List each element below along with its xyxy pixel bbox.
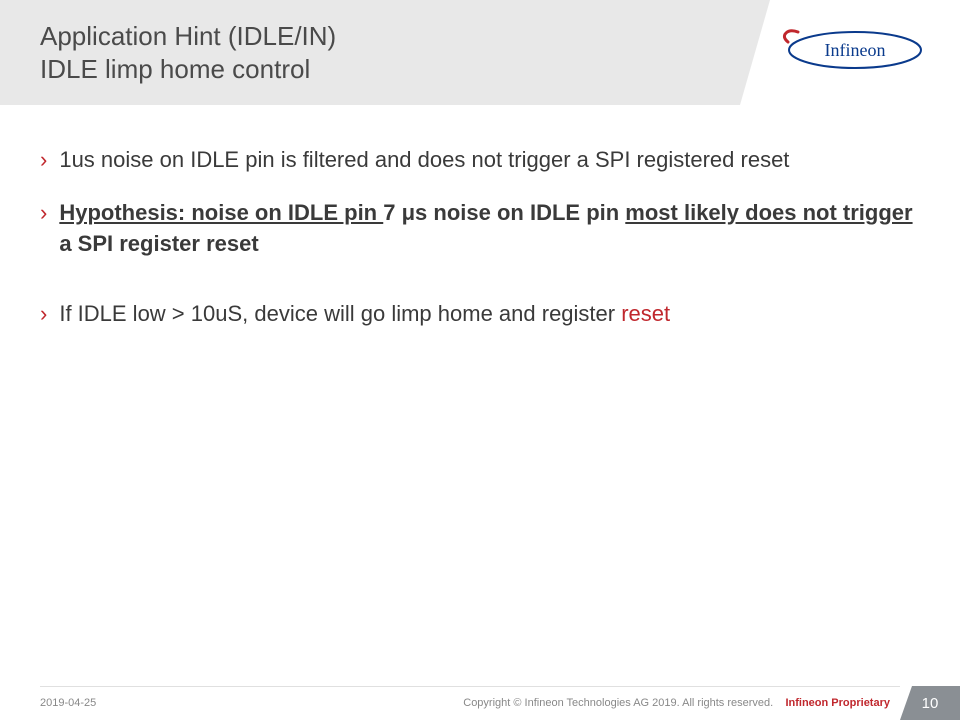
chevron-icon: ›: [40, 299, 47, 330]
bullet-text: If IDLE low > 10uS, device will go limp …: [59, 299, 670, 330]
page-number: 10: [922, 695, 939, 712]
slide-title: Application Hint (IDLE/IN) IDLE limp hom…: [40, 20, 336, 85]
footer-date: 2019-04-25: [40, 697, 96, 709]
brand-logo: Infineon: [780, 27, 930, 78]
slide-footer: 2019-04-25 Copyright © Infineon Technolo…: [0, 686, 960, 720]
bullet-item: ›Hypothesis: noise on IDLE pin 7 μs nois…: [40, 198, 920, 260]
title-line-1: Application Hint (IDLE/IN): [40, 20, 336, 53]
bullet-text: Hypothesis: noise on IDLE pin 7 μs noise…: [59, 198, 920, 260]
title-line-2: IDLE limp home control: [40, 53, 336, 86]
proprietary-label: Infineon Proprietary: [785, 697, 890, 709]
infineon-logo-icon: Infineon: [780, 27, 930, 73]
bullet-text: 1us noise on IDLE pin is filtered and do…: [59, 145, 789, 176]
svg-text:Infineon: Infineon: [825, 40, 886, 60]
slide-body: › 1us noise on IDLE pin is filtered and d…: [0, 105, 960, 330]
chevron-icon: ›: [40, 198, 47, 260]
page-number-badge: 10: [900, 686, 960, 720]
bullet-item: › 1us noise on IDLE pin is filtered and d…: [40, 145, 920, 176]
chevron-icon: ›: [40, 145, 47, 176]
bullet-item: › If IDLE low > 10uS, device will go limp…: [40, 299, 920, 330]
footer-copyright: Copyright © Infineon Technologies AG 201…: [463, 697, 890, 709]
slide-header: Application Hint (IDLE/IN) IDLE limp hom…: [0, 0, 960, 105]
footer-divider: [40, 686, 900, 687]
